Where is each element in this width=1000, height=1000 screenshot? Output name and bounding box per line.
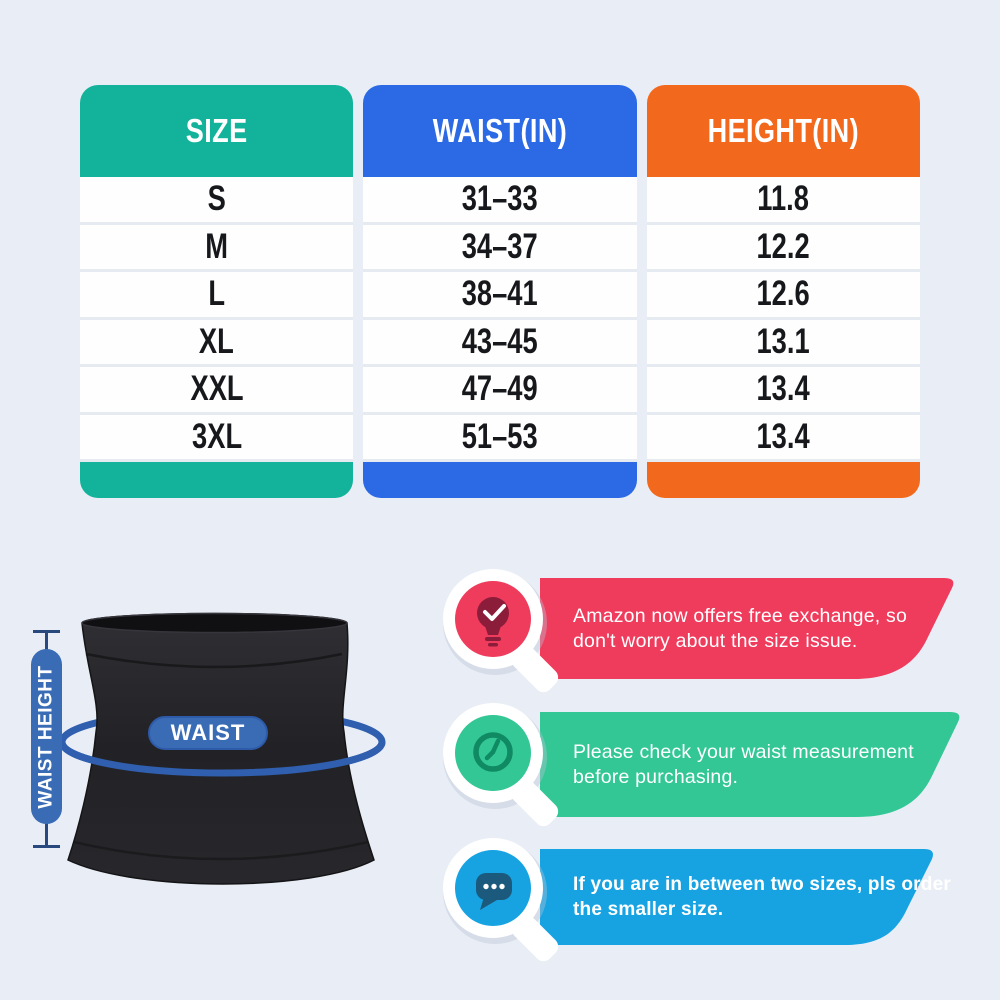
- table-cell: 51–53: [363, 414, 637, 462]
- height-column: HEIGHT(IN) 11.8 12.2 12.6 13.1 13.4 13.4: [646, 85, 920, 498]
- tip-banner-shape: [443, 569, 954, 693]
- tip-banner-shape: [443, 703, 960, 827]
- waist-height-pill: WAIST HEIGHT: [31, 649, 62, 824]
- trainer-bottom-seam: [73, 840, 369, 861]
- tip-text: If you are in between two sizes, pls ord…: [573, 849, 965, 945]
- tip-banner-exchange: Amazon now offers free exchange, so don'…: [438, 560, 978, 710]
- table-cell: 34–37: [363, 224, 637, 272]
- tip-line-1: If you are in between two sizes, pls ord…: [573, 874, 951, 895]
- waist-column: WAIST(IN) 31–33 34–37 38–41 43–45 47–49 …: [363, 85, 637, 498]
- waist-column-header: WAIST(IN): [363, 85, 637, 177]
- table-cell: 43–45: [363, 319, 637, 367]
- table-cell: 3XL: [80, 414, 354, 462]
- tip-text: Amazon now offers free exchange, so don'…: [573, 578, 965, 679]
- trainer-top-opening: [81, 612, 348, 634]
- tip-line-2: before purchasing.: [573, 765, 739, 788]
- waist-pill: WAIST: [148, 716, 268, 750]
- size-column-footer: [80, 462, 354, 498]
- banner-ribbon: [540, 578, 954, 679]
- tip-banner-between-sizes: If you are in between two sizes, pls ord…: [438, 830, 978, 980]
- height-column-footer: [646, 462, 920, 498]
- check-mark: [483, 604, 506, 621]
- table-cell: 13.4: [646, 414, 920, 462]
- lightbulb-check-icon: [477, 597, 509, 647]
- banner-ribbon: [540, 712, 960, 817]
- size-table: SIZE S M L XL XXL 3XL WAIST(IN) 31–33 34…: [80, 85, 920, 498]
- table-cell: 47–49: [363, 367, 637, 415]
- measure-line-top-cap: [33, 630, 60, 633]
- tip-text: Please check your waist measurement befo…: [573, 712, 965, 817]
- waist-measure-ellipse-front: [58, 741, 386, 777]
- table-cell: L: [80, 272, 354, 320]
- waist-column-header-label: WAIST(IN): [432, 112, 568, 149]
- tip-banner-measure: Please check your waist measurement befo…: [438, 694, 978, 844]
- waist-trainer-illustration: [58, 612, 386, 885]
- clock-icon: [473, 732, 513, 772]
- table-cell: 11.8: [646, 177, 920, 225]
- tip-line-1: Please check your waist measurement: [573, 740, 914, 763]
- waist-column-footer: [363, 462, 637, 498]
- table-cell: XXL: [80, 367, 354, 415]
- size-column-header: SIZE: [80, 85, 354, 177]
- height-column-header: HEIGHT(IN): [646, 85, 920, 177]
- size-column: SIZE S M L XL XXL 3XL: [80, 85, 354, 498]
- measure-line-bottom-cap: [33, 845, 60, 848]
- tip-line-2: don't worry about the size issue.: [573, 629, 858, 652]
- table-cell: 12.2: [646, 224, 920, 272]
- tip-line-1: Amazon now offers free exchange, so: [573, 604, 907, 627]
- waist-pill-label: WAIST: [170, 720, 246, 745]
- tip-banner-shape: [443, 838, 933, 962]
- table-cell: 13.4: [646, 367, 920, 415]
- table-cell: M: [80, 224, 354, 272]
- size-column-header-label: SIZE: [185, 112, 248, 149]
- table-cell: 13.1: [646, 319, 920, 367]
- table-cell: 12.6: [646, 272, 920, 320]
- table-cell: XL: [80, 319, 354, 367]
- banner-ribbon: [540, 849, 933, 945]
- table-cell: 38–41: [363, 272, 637, 320]
- waist-height-pill-label: WAIST HEIGHT: [35, 664, 57, 809]
- trainer-top-seam: [85, 652, 343, 669]
- table-cell: S: [80, 177, 354, 225]
- table-cell: 31–33: [363, 177, 637, 225]
- chat-dots: [483, 883, 505, 890]
- height-column-header-label: HEIGHT(IN): [707, 112, 860, 149]
- tip-line-2: the smaller size.: [573, 899, 724, 920]
